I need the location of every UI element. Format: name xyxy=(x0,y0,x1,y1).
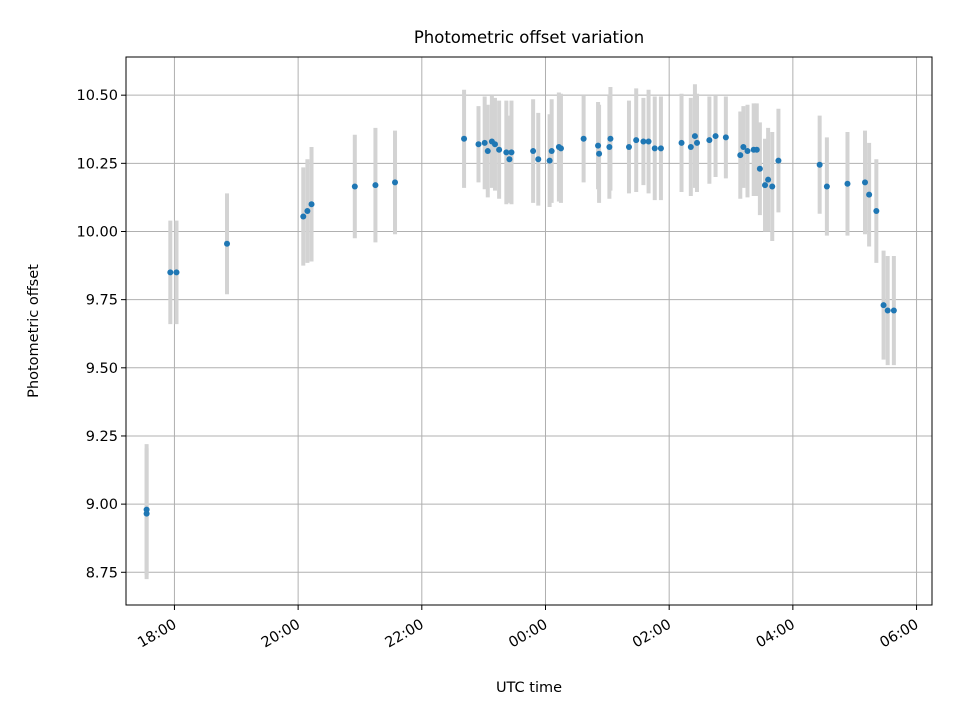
data-point xyxy=(548,148,555,155)
y-tick-label: 9.25 xyxy=(86,429,118,445)
y-tick-label: 10.25 xyxy=(76,156,118,172)
data-point xyxy=(873,208,880,215)
data-point xyxy=(880,302,887,309)
data-point xyxy=(173,269,180,276)
chart-title: Photometric offset variation xyxy=(414,28,644,47)
data-point xyxy=(687,143,694,150)
data-point xyxy=(461,135,468,142)
y-tick-label: 8.75 xyxy=(86,565,118,581)
data-point xyxy=(756,165,763,172)
data-point xyxy=(657,145,664,152)
y-tick-label: 10.50 xyxy=(76,88,118,104)
data-point xyxy=(737,152,744,159)
data-point xyxy=(491,141,498,148)
data-point xyxy=(651,145,658,152)
data-point xyxy=(645,138,652,145)
data-point xyxy=(816,161,823,168)
data-point xyxy=(706,137,713,144)
data-point xyxy=(557,145,564,152)
y-tick-label: 10.00 xyxy=(76,224,118,240)
data-point xyxy=(580,135,587,142)
data-point xyxy=(740,143,747,150)
data-point xyxy=(606,143,613,150)
data-point xyxy=(546,157,553,164)
data-point xyxy=(694,139,701,146)
data-point xyxy=(762,182,769,189)
data-point xyxy=(884,307,891,314)
data-point xyxy=(596,150,603,157)
data-point xyxy=(481,139,488,146)
data-point xyxy=(392,179,399,186)
data-point xyxy=(535,156,542,163)
data-point xyxy=(167,269,174,276)
data-point xyxy=(224,240,231,247)
data-points xyxy=(143,133,897,517)
data-point xyxy=(640,138,647,145)
data-point xyxy=(722,134,729,141)
gridlines xyxy=(126,57,932,605)
y-axis-label: Photometric offset xyxy=(26,264,42,398)
data-point xyxy=(678,139,685,146)
data-point xyxy=(484,148,491,155)
x-axis-label: UTC time xyxy=(496,680,562,696)
data-point xyxy=(625,143,632,150)
y-tick-label: 9.00 xyxy=(86,497,118,513)
data-point xyxy=(607,135,614,142)
data-point xyxy=(300,213,307,220)
data-point xyxy=(862,179,869,186)
y-axis-ticks: 8.75 9.00 9.25 9.50 9.75 10.00 10.25 10.50 xyxy=(76,88,126,581)
data-point xyxy=(506,156,513,163)
data-point xyxy=(712,133,719,140)
data-point xyxy=(304,208,311,215)
data-point xyxy=(496,146,503,153)
y-tick-label: 9.50 xyxy=(86,361,118,377)
data-point xyxy=(633,137,640,144)
y-tick-label: 9.75 xyxy=(86,293,118,309)
data-point xyxy=(503,149,510,156)
data-point xyxy=(508,149,515,156)
data-point xyxy=(844,180,851,187)
data-point xyxy=(143,510,150,517)
data-point xyxy=(765,176,772,183)
data-point xyxy=(351,183,358,190)
data-point xyxy=(691,133,698,140)
data-point xyxy=(866,191,873,198)
data-point xyxy=(372,182,379,189)
data-point xyxy=(308,201,315,208)
data-point xyxy=(595,142,602,149)
data-point xyxy=(890,307,897,314)
data-point xyxy=(823,183,830,190)
data-point xyxy=(475,141,482,148)
plot-frame xyxy=(125,56,933,606)
data-point xyxy=(775,157,782,164)
data-point xyxy=(744,148,751,155)
data-point xyxy=(753,146,760,153)
data-point xyxy=(530,148,537,155)
data-point xyxy=(769,183,776,190)
